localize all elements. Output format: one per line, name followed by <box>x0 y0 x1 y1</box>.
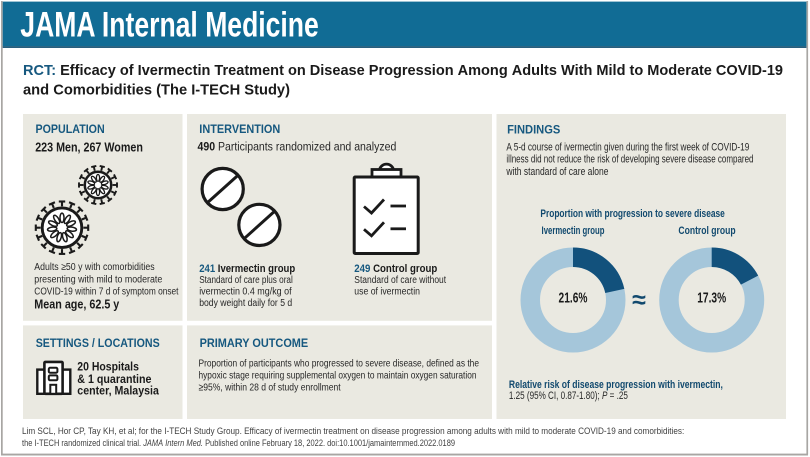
svg-text:Mean age, 62.5 y: Mean age, 62.5 y <box>34 297 119 311</box>
svg-text:≥95%, within 28 d of study enr: ≥95%, within 28 d of study enrollment <box>199 383 341 394</box>
svg-text:Ivermectin group: Ivermectin group <box>218 263 296 275</box>
svg-text:POPULATION: POPULATION <box>36 122 105 136</box>
svg-text:≈: ≈ <box>632 286 646 314</box>
svg-text:with standard of care alone: with standard of care alone <box>506 166 609 178</box>
svg-text:223 Men, 267 Women: 223 Men, 267 Women <box>35 140 143 155</box>
svg-text:Lim SCL, Hor CP, Tay KH, et al: Lim SCL, Hor CP, Tay KH, et al; for the … <box>22 426 684 436</box>
svg-text:Participants randomized and an: Participants randomized and analyzed <box>218 139 396 153</box>
svg-text:RCT:: RCT: <box>23 62 60 79</box>
svg-text:and Comorbidities (The I-TECH: and Comorbidities (The I-TECH Study) <box>23 81 290 98</box>
svg-text:JAMA Internal Medicine: JAMA Internal Medicine <box>20 6 319 45</box>
svg-text:= .25: = .25 <box>607 390 628 402</box>
svg-text:Published online February 18,: Published online February 18, 2022. doi:… <box>203 438 455 448</box>
svg-text:249: 249 <box>354 263 373 275</box>
svg-text:FINDINGS: FINDINGS <box>507 122 560 136</box>
svg-text:Proportion with progression to: Proportion with progression to severe di… <box>540 208 724 220</box>
svg-text:center, Malaysia: center, Malaysia <box>77 384 159 398</box>
svg-text:1.25 (95% CI, 0.87-1.80);: 1.25 (95% CI, 0.87-1.80); <box>509 390 602 402</box>
svg-text:Control group: Control group <box>373 263 438 275</box>
svg-text:JAMA Intern Med.: JAMA Intern Med. <box>142 438 203 448</box>
svg-text:Control group: Control group <box>678 225 736 237</box>
svg-text:P: P <box>602 390 608 402</box>
svg-text:20 Hospitals: 20 Hospitals <box>77 360 139 374</box>
svg-text:Adults ≥50 y with comorbiditie: Adults ≥50 y with comorbidities <box>34 262 154 273</box>
svg-text:241: 241 <box>199 263 218 275</box>
svg-text:Relative risk of disease progr: Relative risk of disease progression wit… <box>509 379 723 391</box>
svg-text:Ivermectin group: Ivermectin group <box>542 225 605 237</box>
svg-text:COVID-19 within 7 d of symptom: COVID-19 within 7 d of symptom onset <box>34 287 178 298</box>
svg-text:17.3%: 17.3% <box>697 291 726 307</box>
svg-text:Proportion of participants who: Proportion of participants who progresse… <box>199 359 480 370</box>
svg-text:& 1 quarantine: & 1 quarantine <box>77 372 151 386</box>
svg-text:the I-TECH randomized clinical: the I-TECH randomized clinical trial. <box>22 438 143 448</box>
svg-text:490: 490 <box>198 139 219 153</box>
svg-text:PRIMARY OUTCOME: PRIMARY OUTCOME <box>200 336 309 350</box>
svg-text:body weight daily for 5 d: body weight daily for 5 d <box>199 298 292 309</box>
svg-text:hypoxic stage requiring supple: hypoxic stage requiring supplemental oxy… <box>199 371 477 382</box>
svg-text:ivermectin 0.4 mg/kg of: ivermectin 0.4 mg/kg of <box>199 287 292 298</box>
svg-text:21.6%: 21.6% <box>559 291 588 307</box>
svg-text:SETTINGS / LOCATIONS: SETTINGS / LOCATIONS <box>36 336 160 350</box>
svg-text:INTERVENTION: INTERVENTION <box>199 122 280 136</box>
svg-text:presenting with mild to modera: presenting with mild to moderate <box>34 274 162 285</box>
svg-text:Standard of care without: Standard of care without <box>354 275 446 286</box>
svg-text:Standard of care plus oral: Standard of care plus oral <box>199 275 293 286</box>
svg-text:Efficacy of Ivermectin Treatme: Efficacy of Ivermectin Treatment on Dise… <box>60 62 783 79</box>
svg-text:A 5-d course of ivermectin giv: A 5-d course of ivermectin given during … <box>506 142 749 154</box>
svg-text:illness did not reduce the ris: illness did not reduce the risk of devel… <box>506 154 753 166</box>
svg-text:use of ivermectin: use of ivermectin <box>354 287 420 298</box>
